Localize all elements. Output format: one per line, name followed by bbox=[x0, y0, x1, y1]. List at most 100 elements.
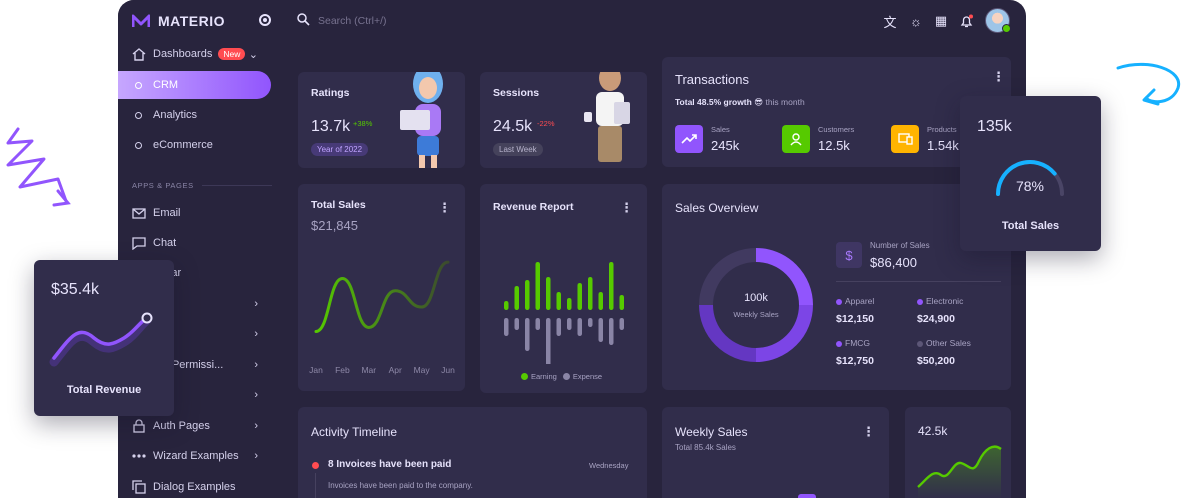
grid-icon[interactable]: ▦ bbox=[934, 13, 948, 28]
search-input[interactable]: Search (Ctrl+/) bbox=[318, 15, 387, 27]
earning-bar bbox=[619, 295, 624, 310]
activity-title: Activity Timeline bbox=[311, 425, 398, 439]
sidebar: MATERIO Dashboards New ⌄ CRM Analytics e… bbox=[118, 0, 280, 498]
sidebar-item-label: Dashboards bbox=[153, 48, 213, 60]
stat-products: Products 1.54k bbox=[891, 125, 996, 155]
expense-bar bbox=[588, 318, 593, 327]
sidebar-item-dashboards[interactable]: Dashboards New ⌄ bbox=[118, 40, 270, 68]
search-icon[interactable] bbox=[297, 13, 310, 26]
sales-overview-title: Sales Overview bbox=[675, 201, 759, 215]
timeline-line bbox=[315, 473, 316, 498]
legend-label: Expense bbox=[572, 372, 603, 381]
earning-bar bbox=[567, 298, 572, 310]
expense-bar bbox=[619, 318, 624, 330]
more-vertical-icon[interactable]: ⋮ bbox=[620, 200, 633, 215]
emoji: 😎 bbox=[754, 97, 764, 107]
donut-slice bbox=[755, 304, 813, 362]
mail-icon bbox=[132, 206, 146, 220]
x-tick-label: Mar bbox=[361, 365, 376, 375]
ratings-card: Ratings 13.7k +38% Year of 2022 bbox=[298, 72, 465, 168]
x-tick-label: Jun bbox=[441, 365, 455, 375]
transactions-title: Transactions bbox=[675, 72, 749, 87]
more-vertical-icon[interactable]: ⋮ bbox=[992, 69, 1005, 84]
ratings-value: 13.7k bbox=[311, 118, 351, 135]
sun-icon[interactable]: ☼ bbox=[910, 13, 922, 29]
sessions-value: 24.5k bbox=[493, 118, 533, 135]
new-badge: New bbox=[218, 48, 246, 60]
donut-center-label: Weekly Sales bbox=[733, 310, 779, 319]
devices-icon bbox=[891, 125, 919, 153]
dots-icon bbox=[132, 449, 146, 463]
sidebar-item-dialog-examples[interactable]: Dialog Examples bbox=[118, 473, 270, 498]
sessions-tag: Last Week bbox=[493, 143, 543, 156]
sidebar-item-label: CRM bbox=[153, 79, 179, 91]
sidebar-item-label: Email bbox=[153, 207, 181, 219]
stat-value: 1.54k bbox=[927, 138, 959, 153]
sidebar-item-ecommerce[interactable]: eCommerce bbox=[118, 131, 270, 159]
legend-value: $12,150 bbox=[836, 313, 874, 325]
dollar-icon: $ bbox=[836, 242, 862, 268]
avatar[interactable] bbox=[985, 8, 1011, 33]
earning-bar bbox=[598, 292, 603, 310]
float-revenue-value: $35.4k bbox=[51, 281, 100, 298]
woman-with-laptop-illustration bbox=[400, 72, 443, 168]
brand-name: MATERIO bbox=[158, 13, 226, 29]
sidebar-item-label: Chat bbox=[153, 237, 177, 249]
sidebar-item-label: eCommerce bbox=[153, 139, 213, 151]
expense-bar bbox=[504, 318, 509, 336]
translate-icon[interactable]: 文 bbox=[883, 14, 897, 30]
mini-area-chart bbox=[917, 445, 1002, 498]
legend-value: $12,750 bbox=[836, 355, 874, 367]
divider bbox=[836, 281, 1001, 282]
circle-icon bbox=[135, 111, 142, 119]
x-tick-label: Jan bbox=[309, 365, 323, 375]
donut-slice bbox=[699, 248, 757, 306]
weekly-sales-card: Weekly Sales Total 85.4k Sales ⋮ bbox=[662, 407, 889, 498]
stat-value: 12.5k bbox=[818, 138, 850, 153]
legend-label: Other Sales bbox=[926, 338, 971, 348]
chevron-right-icon: › bbox=[254, 359, 258, 371]
chevron-down-icon: ⌄ bbox=[248, 48, 258, 61]
stat-label: Products bbox=[927, 125, 957, 134]
chevron-right-icon: › bbox=[254, 389, 258, 401]
total-sales-title: Total Sales bbox=[311, 199, 366, 211]
more-vertical-icon[interactable]: ⋮ bbox=[438, 200, 451, 215]
bell-icon[interactable] bbox=[958, 13, 974, 29]
float-sales-value: 135k bbox=[977, 118, 1012, 135]
total-sales-value: $21,845 bbox=[311, 218, 358, 233]
x-tick-label: Apr bbox=[389, 365, 402, 375]
ratings-title: Ratings bbox=[311, 87, 350, 99]
sidebar-item-crm[interactable]: CRM bbox=[118, 71, 271, 99]
earning-bar bbox=[588, 277, 593, 310]
blue-arrow-decoration bbox=[1116, 63, 1181, 106]
chevron-right-icon: › bbox=[254, 298, 258, 310]
sessions-title: Sessions bbox=[493, 87, 540, 99]
stat-sales: Sales 245k bbox=[675, 125, 780, 155]
sidebar-item-chat[interactable]: Chat bbox=[118, 229, 270, 257]
sidebar-item-label: Wizard Examples bbox=[153, 450, 239, 462]
expense-bar bbox=[577, 318, 582, 336]
stat-value: 245k bbox=[711, 138, 740, 153]
sidebar-item-email[interactable]: Email bbox=[118, 199, 270, 227]
expense-bar bbox=[609, 318, 614, 345]
brand[interactable]: MATERIO bbox=[132, 10, 271, 32]
legend-value: $50,200 bbox=[917, 355, 955, 367]
sidebar-item-wizard-examples[interactable]: Wizard Examples › bbox=[118, 442, 270, 470]
event-time: Wednesday bbox=[589, 461, 629, 470]
mini-value: 42.5k bbox=[918, 424, 948, 438]
legend-expense: Expense bbox=[562, 372, 603, 381]
revenue-report-bar-chart bbox=[504, 262, 624, 364]
sidebar-toggle-icon[interactable] bbox=[259, 14, 271, 26]
sidebar-item-auth-pages[interactable]: Auth Pages › bbox=[118, 412, 270, 440]
sidebar-item-label: Dialog Examples bbox=[153, 481, 236, 493]
period-text: this month bbox=[765, 97, 805, 107]
sessions-card: Sessions 24.5k -22% Last Week bbox=[480, 72, 647, 168]
sales-overview-card: Sales Overview 100k Weekly Sales $ Numbe… bbox=[662, 184, 1011, 390]
legend-value: $24,900 bbox=[917, 313, 955, 325]
earning-bar bbox=[535, 262, 540, 310]
sidebar-item-analytics[interactable]: Analytics bbox=[118, 101, 270, 129]
more-vertical-icon[interactable]: ⋮ bbox=[862, 424, 875, 439]
legend-label: Electronic bbox=[926, 296, 964, 306]
legend-label: Apparel bbox=[845, 296, 875, 306]
stat-label: Customers bbox=[818, 125, 855, 134]
